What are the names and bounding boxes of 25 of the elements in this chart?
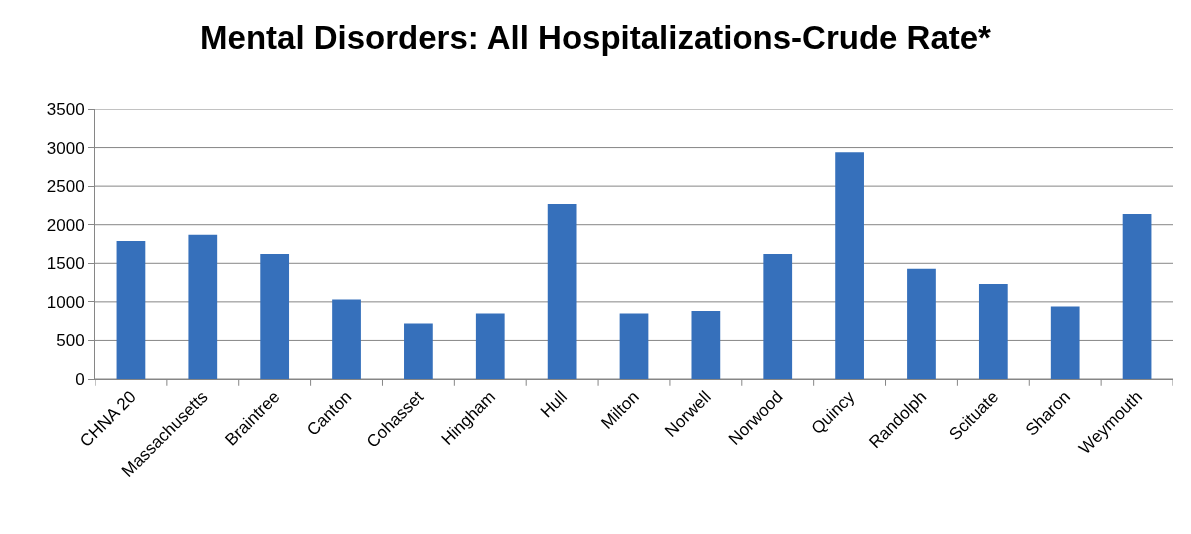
bar [978, 284, 1008, 379]
y-tick-label: 500 [56, 331, 85, 351]
bar [1122, 213, 1152, 379]
bar [619, 313, 649, 379]
bar [907, 268, 936, 379]
bar [116, 240, 146, 379]
y-tick-label: 0 [75, 369, 85, 389]
x-tick-label: Hull [536, 387, 571, 422]
y-tick-label: 3000 [46, 138, 85, 158]
bar [1050, 306, 1080, 379]
bar [763, 254, 793, 379]
y-tick-label: 2000 [46, 215, 85, 235]
bar [835, 152, 864, 379]
y-tick-label: 1500 [46, 254, 85, 274]
bar [475, 313, 505, 379]
bar [260, 254, 290, 379]
y-tick-label: 2500 [46, 177, 85, 197]
bar [332, 299, 361, 379]
y-tick-label: 3500 [46, 99, 85, 119]
bar [691, 311, 721, 379]
bar [188, 234, 218, 379]
bar [404, 323, 433, 379]
bar [547, 203, 577, 379]
y-tick-label: 1000 [46, 292, 85, 312]
chart-title: Mental Disorders: All Hospitalizations-Crude Rate* [200, 18, 992, 56]
